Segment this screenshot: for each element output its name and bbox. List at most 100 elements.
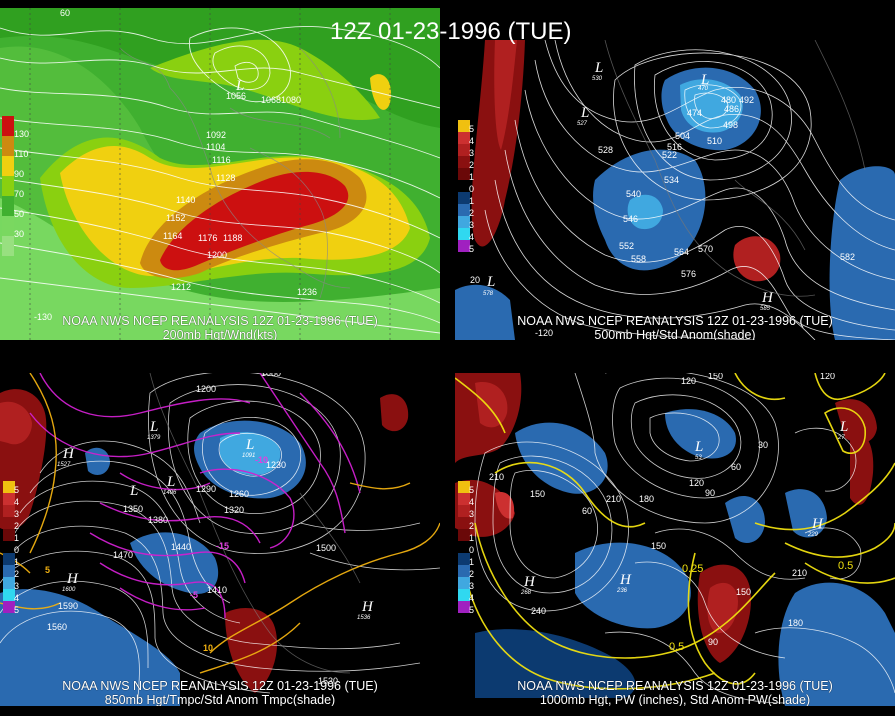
- contour-label: 210: [792, 568, 807, 578]
- legend-label: 3: [469, 220, 475, 230]
- contour-label: 1200: [207, 250, 227, 260]
- caption-field: 850mb Hgt/Tmpc/Std Anom Tmpc(shade): [104, 693, 336, 706]
- legend-label: 2: [14, 569, 20, 579]
- contour-label: 1056: [226, 91, 246, 101]
- contour-label: 528: [598, 145, 613, 155]
- panel-caption: NOAA NWS NCEP REANALYSIS 12Z 01-23-1996 …: [455, 679, 895, 706]
- isotherm-label: 5: [45, 565, 50, 575]
- contour-label: 150: [530, 489, 545, 499]
- contour-label: 240: [531, 606, 546, 616]
- high-center-marker: H: [811, 516, 824, 532]
- legend-label: 3: [14, 581, 20, 591]
- legend-label: 50: [14, 209, 25, 219]
- panel-200mb-map: 1056 1068 1080 1092 1104 1116 1128 1140 …: [0, 8, 440, 340]
- contour-label: 1068: [261, 95, 281, 105]
- wind-speed-legend: [2, 116, 14, 256]
- low-center-marker: L: [580, 105, 589, 121]
- contour-label: 1092: [206, 130, 226, 140]
- legend-label: 1: [469, 557, 475, 567]
- center-value: 1379: [147, 435, 161, 441]
- latitude-tick: 20: [470, 275, 480, 285]
- legend-label: 3: [469, 148, 475, 158]
- contour-label: 120: [681, 376, 696, 386]
- pw-label: 0.5: [838, 560, 853, 572]
- legend-label: 5: [14, 485, 20, 495]
- panel-caption: NOAA NWS NCEP REANALYSIS 12Z 01-23-1996 …: [0, 679, 440, 706]
- legend-label: 4: [14, 593, 20, 603]
- center-value: 1600: [62, 587, 76, 593]
- contour-label: 60: [731, 462, 741, 472]
- low-center-marker: L: [700, 72, 709, 88]
- legend-label: 130: [14, 129, 30, 139]
- precipitable-water-field: 120 150 30 60 90 120 180 210 150 210 60 …: [455, 373, 895, 706]
- caption-source: NOAA NWS NCEP REANALYSIS 12Z 01-23-1996 …: [517, 679, 833, 693]
- panel-500mb-map: 474 480 486 492 498 504 510 516 522 528 …: [455, 40, 895, 340]
- pw-label: 0.5: [669, 641, 684, 653]
- low-center-marker: L: [486, 274, 495, 290]
- legend-label: 2: [469, 521, 475, 531]
- legend-label: 3: [14, 509, 20, 519]
- center-value: 1406: [163, 490, 177, 496]
- page-title: 12Z 01-23-1996 (TUE): [330, 18, 572, 45]
- longitude-tick: -120: [535, 328, 553, 338]
- low-center-marker: L: [129, 483, 138, 499]
- contour-label: 1470: [113, 550, 133, 560]
- legend-label: 2: [469, 160, 475, 170]
- legend-label: 1: [469, 172, 475, 182]
- contour-label: 534: [664, 175, 679, 185]
- contour-label: 90: [705, 488, 715, 498]
- contour-label: 1320: [224, 505, 244, 515]
- contour-label: 1152: [166, 213, 185, 223]
- contour-label: 1080: [281, 95, 301, 105]
- center-value: 527: [577, 121, 588, 127]
- panel-caption: NOAA NWS NCEP REANALYSIS 12Z 01-23-1996 …: [455, 314, 895, 340]
- contour-label: 1500: [316, 543, 336, 553]
- contour-label: 30: [758, 440, 768, 450]
- caption-source: NOAA NWS NCEP REANALYSIS 12Z 01-23-1996 …: [517, 314, 833, 328]
- low-center-marker: L: [166, 474, 175, 490]
- contour-label: 1140: [176, 195, 195, 205]
- center-value: 268: [520, 590, 532, 596]
- contour-label: 516: [667, 142, 682, 152]
- height-anomaly-field: 474 480 486 492 498 504 510 516 522 528 …: [455, 40, 895, 340]
- legend-label: 2: [469, 569, 475, 579]
- legend-label: 0: [469, 184, 475, 194]
- legend-label: 5: [469, 244, 475, 254]
- contour-label: 1176: [198, 233, 217, 243]
- caption-field: 500mb Hgt/Std Anom(shade): [594, 328, 756, 340]
- legend-label: 70: [14, 189, 25, 199]
- contour-label: 1260: [229, 489, 249, 499]
- contour-label: 540: [626, 189, 641, 199]
- contour-label: 150: [736, 587, 751, 597]
- center-value: 1536: [357, 615, 371, 621]
- longitude-tick: -130: [34, 312, 52, 322]
- contour-label: 180: [639, 494, 654, 504]
- high-center-marker: H: [761, 290, 774, 306]
- contour-label: 150: [708, 373, 723, 381]
- center-value: 53: [695, 455, 702, 461]
- center-value: 470: [698, 86, 709, 92]
- contour-label: 510: [707, 136, 722, 146]
- legend-label: 4: [14, 497, 20, 507]
- contour-label: 1590: [58, 601, 78, 611]
- contour-label: 1530: [318, 676, 338, 686]
- contour-label: 1560: [47, 622, 67, 632]
- pw-label: 0.25: [682, 563, 703, 575]
- legend-label: 5: [469, 124, 475, 134]
- latitude-tick: 1080: [261, 373, 281, 378]
- legend-label: 4: [469, 593, 475, 603]
- center-value: 585: [760, 306, 771, 312]
- panel-1000mb-map: 120 150 30 60 90 120 180 210 150 210 60 …: [455, 373, 895, 706]
- contour-label: 522: [662, 150, 677, 160]
- contour-label: 1410: [207, 585, 227, 595]
- isotherm-label: -5: [190, 590, 198, 600]
- high-center-marker: H: [62, 446, 75, 462]
- contour-label: 474: [687, 108, 702, 118]
- contour-label: 546: [623, 214, 638, 224]
- legend-label: 2: [469, 208, 475, 218]
- contour-label: 492: [739, 95, 754, 105]
- legend-label: 1: [469, 533, 475, 543]
- contour-label: 1188: [223, 233, 242, 243]
- legend-label: 90: [14, 169, 25, 179]
- low-center-marker: L: [839, 419, 848, 435]
